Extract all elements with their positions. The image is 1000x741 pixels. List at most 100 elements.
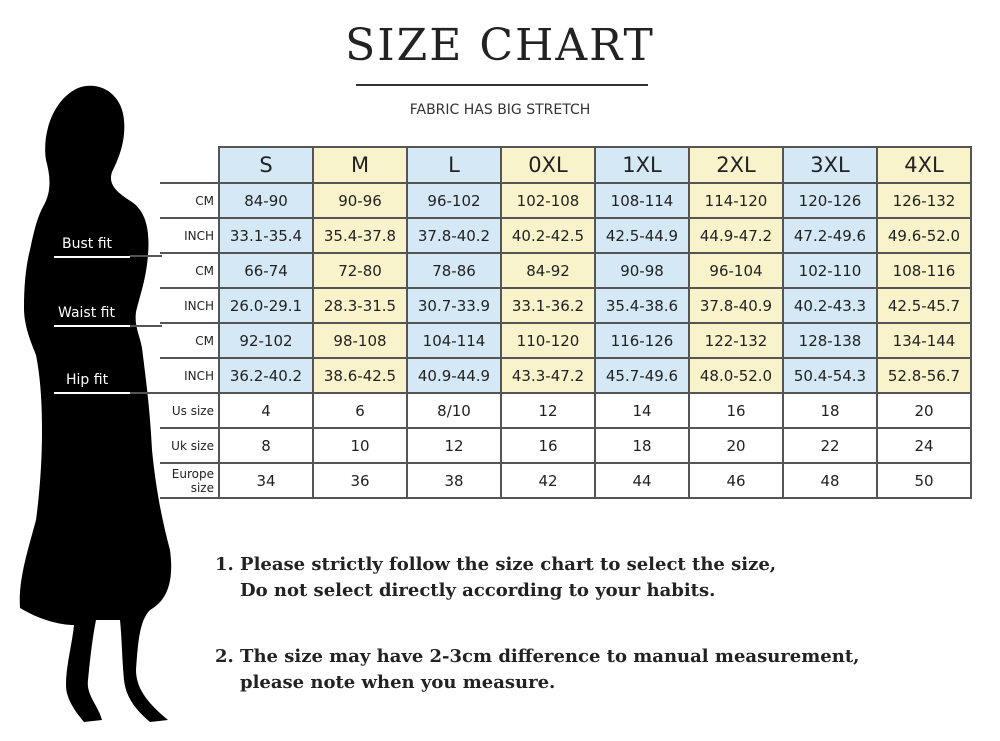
table-cell: 16 xyxy=(500,427,596,464)
table-cell: 49.6-52.0 xyxy=(876,217,972,254)
table-cell: 37.8-40.2 xyxy=(406,217,502,254)
table-cell: 28.3-31.5 xyxy=(312,287,408,324)
table-cell: 16 xyxy=(688,392,784,429)
note-2-line-1: 2. The size may have 2-3cm difference to… xyxy=(215,646,860,667)
table-cell: 108-114 xyxy=(594,182,690,219)
table-cell: 114-120 xyxy=(688,182,784,219)
note-2-line-2: please note when you measure. xyxy=(240,672,556,693)
table-cell: 42 xyxy=(500,462,596,499)
size-header: 0XL xyxy=(500,146,596,184)
table-cell: 33.1-35.4 xyxy=(218,217,314,254)
row-label: INCH xyxy=(160,217,220,254)
table-cell: 37.8-40.9 xyxy=(688,287,784,324)
table-cell: 78-86 xyxy=(406,252,502,289)
size-header: 4XL xyxy=(876,146,972,184)
note-1-line-1: 1. Please strictly follow the size chart… xyxy=(215,554,777,575)
size-header: 3XL xyxy=(782,146,878,184)
table-cell: 40.2-43.3 xyxy=(782,287,878,324)
table-cell: 40.9-44.9 xyxy=(406,357,502,394)
table-row: Uk size 8 10 12 16 18 20 22 24 xyxy=(160,427,972,464)
hip-group-line xyxy=(130,392,162,394)
table-cell: 52.8-56.7 xyxy=(876,357,972,394)
table-cell: 8/10 xyxy=(406,392,502,429)
table-cell: 35.4-37.8 xyxy=(312,217,408,254)
table-cell: 104-114 xyxy=(406,322,502,359)
size-header: 2XL xyxy=(688,146,784,184)
table-cell: 90-96 xyxy=(312,182,408,219)
table-cell: 38 xyxy=(406,462,502,499)
row-label: INCH xyxy=(160,357,220,394)
bust-fit-label: Bust fit xyxy=(62,236,113,252)
row-label: CM xyxy=(160,182,220,219)
table-cell: 30.7-33.9 xyxy=(406,287,502,324)
table-cell: 128-138 xyxy=(782,322,878,359)
waist-fit-rule xyxy=(54,325,130,327)
table-cell: 24 xyxy=(876,427,972,464)
woman-silhouette-icon xyxy=(19,85,172,722)
table-cell: 10 xyxy=(312,427,408,464)
table-row: CM 66-74 72-80 78-86 84-92 90-98 96-104 102-110… xyxy=(160,252,972,289)
size-header: M xyxy=(312,146,408,184)
subtitle: FABRIC HAS BIG STRETCH xyxy=(409,102,591,118)
page-title: SIZE CHART xyxy=(345,20,655,71)
table-cell: 8 xyxy=(218,427,314,464)
note-1-line-2: Do not select directly according to your… xyxy=(240,580,716,601)
table-cell: 47.2-49.6 xyxy=(782,217,878,254)
table-cell: 134-144 xyxy=(876,322,972,359)
table-cell: 44 xyxy=(594,462,690,499)
table-cell: 102-110 xyxy=(782,252,878,289)
table-cell: 84-90 xyxy=(218,182,314,219)
row-label: INCH xyxy=(160,287,220,324)
table-cell: 66-74 xyxy=(218,252,314,289)
table-row: INCH 36.2-40.2 38.6-42.5 40.9-44.9 43.3-47.2… xyxy=(160,357,972,394)
waist-group-line xyxy=(130,325,162,327)
table-cell: 42.5-45.7 xyxy=(876,287,972,324)
table-cell: 102-108 xyxy=(500,182,596,219)
table-cell: 45.7-49.6 xyxy=(594,357,690,394)
table-cell: 96-104 xyxy=(688,252,784,289)
table-row: Europe size 34 36 38 42 44 46 48 50 xyxy=(160,462,972,499)
table-cell: 116-126 xyxy=(594,322,690,359)
table-cell: 14 xyxy=(594,392,690,429)
table-cell: 22 xyxy=(782,427,878,464)
waist-fit-label: Waist fit xyxy=(58,305,115,321)
table-cell: 110-120 xyxy=(500,322,596,359)
table-cell: 40.2-42.5 xyxy=(500,217,596,254)
table-cell: 96-102 xyxy=(406,182,502,219)
table-cell: 92-102 xyxy=(218,322,314,359)
table-cell: 72-80 xyxy=(312,252,408,289)
table-cell: 35.4-38.6 xyxy=(594,287,690,324)
table-cell: 50 xyxy=(876,462,972,499)
row-label: Europe size xyxy=(160,462,220,499)
table-cell: 12 xyxy=(500,392,596,429)
table-cell: 50.4-54.3 xyxy=(782,357,878,394)
table-cell: 20 xyxy=(876,392,972,429)
table-cell: 38.6-42.5 xyxy=(312,357,408,394)
table-cell: 36.2-40.2 xyxy=(218,357,314,394)
row-label: CM xyxy=(160,252,220,289)
header-row: S M L 0XL 1XL 2XL 3XL 4XL xyxy=(160,146,972,184)
table-cell: 18 xyxy=(782,392,878,429)
table-cell: 43.3-47.2 xyxy=(500,357,596,394)
size-header: 1XL xyxy=(594,146,690,184)
table-cell: 34 xyxy=(218,462,314,499)
table-cell: 12 xyxy=(406,427,502,464)
bust-group-line xyxy=(130,255,162,257)
row-label: Uk size xyxy=(160,427,220,464)
table-cell: 90-98 xyxy=(594,252,690,289)
table-cell: 46 xyxy=(688,462,784,499)
table-cell: 42.5-44.9 xyxy=(594,217,690,254)
table-cell: 84-92 xyxy=(500,252,596,289)
table-cell: 18 xyxy=(594,427,690,464)
table-cell: 26.0-29.1 xyxy=(218,287,314,324)
table-cell: 120-126 xyxy=(782,182,878,219)
size-table: S M L 0XL 1XL 2XL 3XL 4XL CM 84-90 90-96 96-102 102-… xyxy=(160,146,972,499)
table-cell: 36 xyxy=(312,462,408,499)
row-label: Us size xyxy=(160,392,220,429)
table-cell: 48.0-52.0 xyxy=(688,357,784,394)
table-cell: 108-116 xyxy=(876,252,972,289)
header-corner xyxy=(160,147,219,184)
table-cell: 33.1-36.2 xyxy=(500,287,596,324)
hip-fit-label: Hip fit xyxy=(66,372,109,388)
